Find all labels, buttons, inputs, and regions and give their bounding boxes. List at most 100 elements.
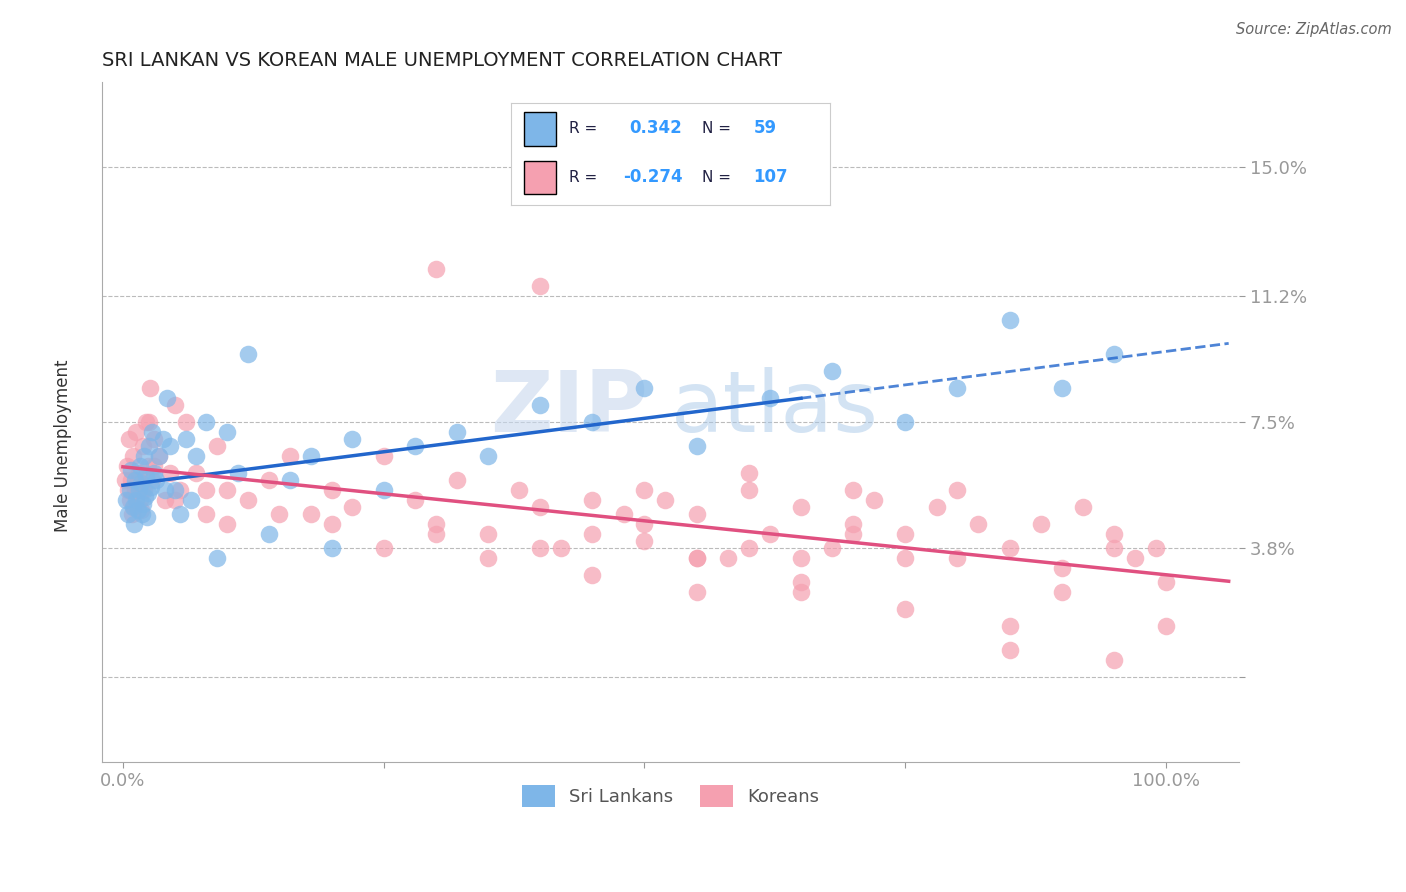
Point: [633, 483, 655, 497]
Point: [790, 550, 813, 565]
Point: [115, 459, 138, 474]
Point: [529, 500, 551, 514]
Point: [226, 466, 249, 480]
Point: [257, 473, 280, 487]
Point: [165, 493, 187, 508]
Point: [894, 550, 917, 565]
Point: [1102, 347, 1125, 361]
Point: [195, 507, 218, 521]
Point: [1029, 516, 1052, 531]
Point: [654, 493, 676, 508]
Point: [529, 279, 551, 293]
Point: [153, 483, 176, 497]
Text: atlas: atlas: [671, 367, 879, 450]
Point: [967, 516, 990, 531]
Point: [156, 392, 179, 406]
Point: [685, 439, 707, 453]
Point: [195, 415, 218, 429]
Point: [1154, 574, 1177, 589]
Point: [128, 493, 150, 508]
Point: [633, 516, 655, 531]
Point: [790, 500, 813, 514]
Point: [946, 381, 969, 395]
Point: [117, 507, 139, 521]
Point: [1050, 585, 1073, 599]
Point: [124, 516, 146, 531]
Point: [446, 473, 468, 487]
Point: [529, 398, 551, 412]
Point: [758, 527, 780, 541]
Point: [132, 497, 155, 511]
Point: [120, 483, 142, 497]
Legend: Sri Lankans, Koreans: Sri Lankans, Koreans: [515, 778, 827, 814]
Point: [633, 533, 655, 548]
Point: [299, 449, 322, 463]
Point: [633, 381, 655, 395]
Point: [1102, 527, 1125, 541]
Point: [425, 262, 447, 277]
Point: [125, 493, 148, 508]
Point: [132, 449, 155, 463]
Point: [217, 483, 239, 497]
Point: [136, 486, 159, 500]
Point: [120, 462, 142, 476]
Point: [124, 473, 146, 487]
Point: [236, 493, 259, 508]
Point: [581, 415, 603, 429]
Point: [159, 439, 181, 453]
Point: [373, 483, 395, 497]
Point: [738, 541, 761, 555]
Text: Male Unemployment: Male Unemployment: [55, 359, 72, 533]
Point: [477, 527, 499, 541]
Point: [195, 483, 218, 497]
Point: [299, 507, 322, 521]
Point: [404, 493, 426, 508]
Point: [143, 432, 166, 446]
Point: [122, 500, 145, 514]
Point: [404, 439, 426, 453]
Point: [128, 459, 150, 474]
Point: [581, 493, 603, 508]
Text: ZIP: ZIP: [491, 367, 648, 450]
Point: [121, 507, 143, 521]
Point: [236, 347, 259, 361]
Point: [141, 425, 163, 440]
Point: [758, 392, 780, 406]
Point: [257, 527, 280, 541]
Point: [152, 432, 174, 446]
Point: [738, 466, 761, 480]
Point: [135, 510, 157, 524]
Point: [139, 381, 162, 395]
Point: [1144, 541, 1167, 555]
Point: [321, 541, 343, 555]
Point: [1050, 381, 1073, 395]
Point: [174, 415, 197, 429]
Point: [184, 466, 207, 480]
Point: [135, 469, 157, 483]
Point: [550, 541, 572, 555]
Point: [738, 483, 761, 497]
Point: [998, 642, 1021, 657]
Point: [342, 432, 364, 446]
Point: [128, 466, 150, 480]
Point: [821, 364, 844, 378]
Point: [169, 507, 191, 521]
Point: [946, 483, 969, 497]
Point: [205, 550, 228, 565]
Point: [115, 493, 138, 508]
Point: [118, 432, 141, 446]
Text: Source: ZipAtlas.com: Source: ZipAtlas.com: [1236, 22, 1392, 37]
Point: [138, 439, 160, 453]
Point: [180, 493, 202, 508]
Point: [998, 313, 1021, 327]
Point: [685, 507, 707, 521]
Point: [998, 541, 1021, 555]
Point: [159, 466, 181, 480]
Point: [894, 527, 917, 541]
Point: [508, 483, 530, 497]
Point: [1071, 500, 1094, 514]
Point: [685, 550, 707, 565]
Point: [129, 503, 152, 517]
Point: [141, 473, 163, 487]
Point: [425, 516, 447, 531]
